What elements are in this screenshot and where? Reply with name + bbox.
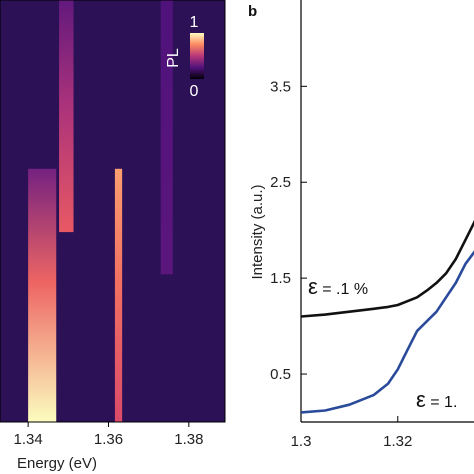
heatmap-band	[59, 0, 74, 233]
y-tick-label: 1.5	[270, 270, 291, 287]
annotation-low-strain: ε = .1 %	[308, 274, 368, 299]
x-tick-label: 1.32	[383, 433, 412, 450]
heatmap-x-ticks: 1.34 1.36 1.38	[14, 422, 203, 448]
y-tick-label: 0.5	[270, 366, 291, 383]
heatmap-x-axis-label: Energy (eV)	[17, 455, 97, 472]
heatmap-band	[114, 168, 123, 422]
line-x-ticks: 1.3 1.32	[291, 416, 412, 450]
line-series	[301, 219, 474, 414]
series-line-0	[301, 219, 474, 318]
heatmap-x-tick-label: 1.36	[94, 431, 123, 448]
y-tick-label: 2.5	[270, 174, 291, 191]
x-tick-label: 1.3	[291, 433, 312, 450]
colorbar-label: PL	[165, 48, 182, 68]
y-axis-label: Intensity (a.u.)	[249, 184, 266, 279]
heatmap-bands	[0, 0, 225, 422]
line-panel: b 0.51.52.53.5 1.3 1.32 Intensity (a.u.) …	[248, 0, 474, 450]
heatmap-x-tick-label: 1.38	[174, 431, 203, 448]
colorbar-gradient	[190, 33, 204, 79]
heatmap-band	[160, 0, 173, 275]
colorbar: PL 1 0	[165, 14, 204, 100]
heatmap-panel: 1.34 1.36 1.38 Energy (eV) PL 1 0	[0, 0, 226, 472]
heatmap-frame	[0, 0, 226, 423]
heatmap-x-tick-label: 1.34	[14, 431, 43, 448]
panel-letter-b: b	[248, 3, 257, 20]
annotation-high-strain: ε = 1.	[416, 387, 457, 412]
colorbar-max-label: 1	[190, 14, 199, 31]
line-y-ticks: 0.5 1.5 2.5 3.5	[270, 78, 307, 383]
series-line-1	[301, 250, 474, 414]
heatmap-band	[28, 168, 57, 422]
y-tick-label: 3.5	[270, 78, 291, 95]
colorbar-min-label: 0	[190, 83, 199, 100]
